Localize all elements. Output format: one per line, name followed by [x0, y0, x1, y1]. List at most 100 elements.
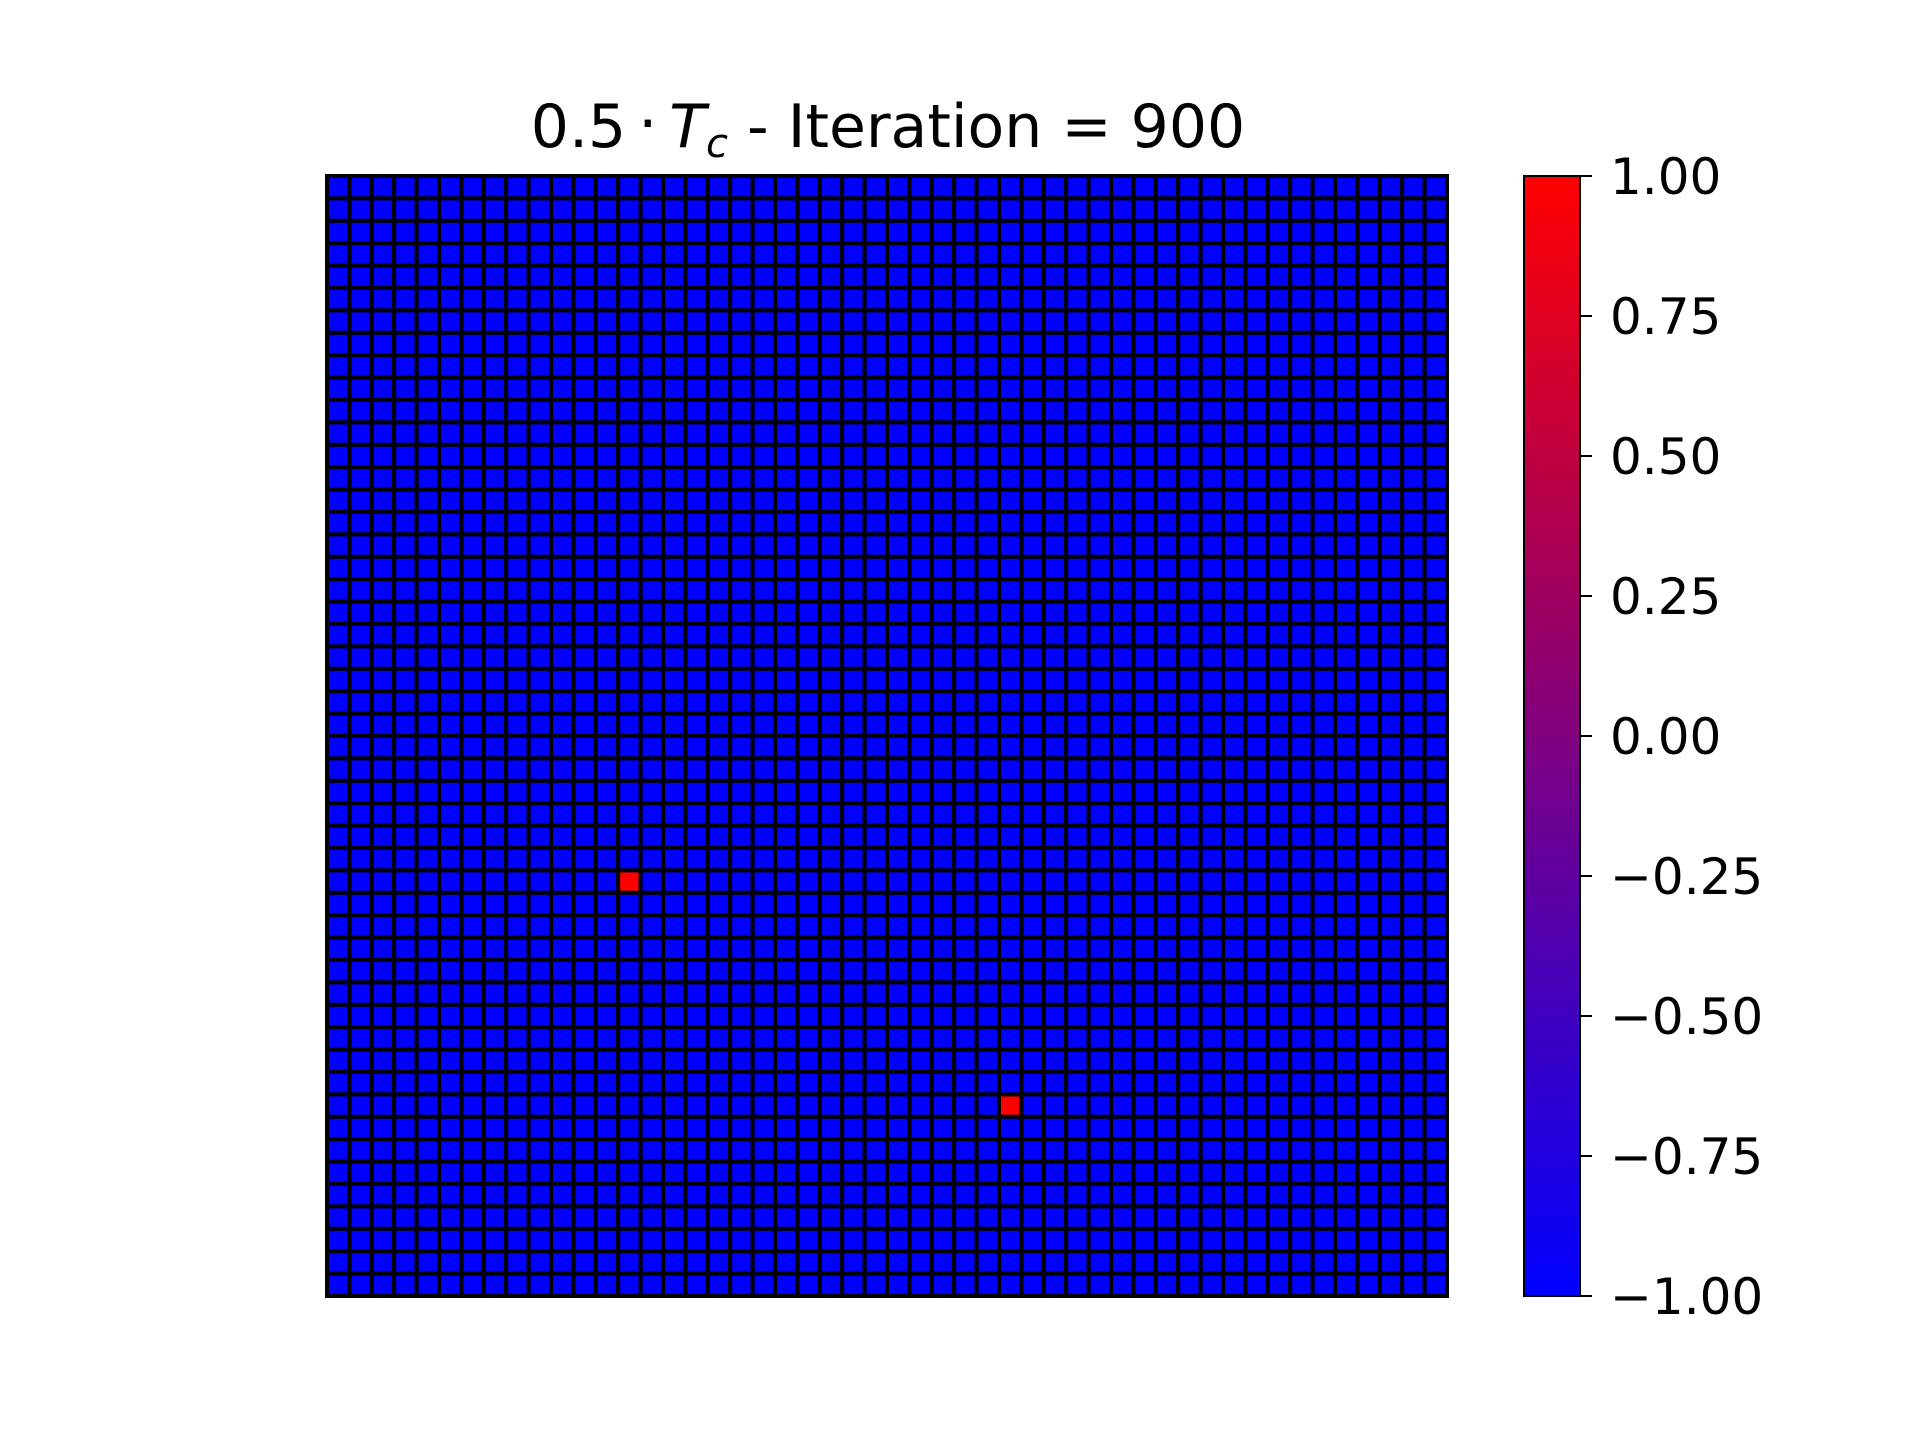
- heatmap-cell: [325, 823, 352, 850]
- heatmap-cell: [862, 330, 889, 358]
- heatmap-cell: [1086, 689, 1113, 716]
- heatmap-cell: [1377, 1070, 1405, 1097]
- heatmap-cell: [481, 1204, 509, 1231]
- heatmap-cell: [1265, 958, 1293, 985]
- heatmap-cell: [1310, 353, 1337, 380]
- heatmap-cell: [997, 890, 1024, 918]
- heatmap-cell: [437, 353, 464, 380]
- heatmap-cell: [1221, 890, 1248, 918]
- heatmap-cell: [1109, 980, 1136, 1007]
- heatmap-cell: [347, 958, 374, 985]
- heatmap-cell: [1422, 846, 1449, 873]
- heatmap-cell: [571, 689, 598, 716]
- heatmap-cell: [907, 1271, 934, 1298]
- heatmap-cell: [1109, 398, 1136, 425]
- heatmap-cell: [907, 1249, 934, 1276]
- heatmap-cell: [1109, 958, 1136, 985]
- heatmap-cell: [369, 286, 397, 313]
- heatmap-cell: [1176, 868, 1203, 895]
- heatmap-cell: [1243, 711, 1270, 738]
- heatmap-cell: [571, 1204, 598, 1231]
- heatmap-cell: [392, 465, 419, 492]
- heatmap-cell: [1333, 622, 1360, 649]
- heatmap-cell: [1198, 823, 1225, 850]
- heatmap-cell: [1131, 734, 1158, 761]
- heatmap-cell: [1041, 599, 1069, 626]
- heatmap-cell: [795, 958, 822, 985]
- heatmap-cell: [907, 1114, 934, 1142]
- heatmap-cell: [1243, 218, 1270, 246]
- heatmap-cell: [840, 980, 867, 1007]
- heatmap-cell: [1086, 330, 1113, 358]
- heatmap-cell: [481, 442, 509, 470]
- heatmap-cell: [1310, 375, 1337, 403]
- heatmap-cell: [1064, 532, 1091, 559]
- heatmap-cell: [1153, 1182, 1181, 1209]
- heatmap-cell: [549, 420, 576, 447]
- heatmap-cell: [1288, 1137, 1315, 1164]
- heatmap-cell: [392, 218, 419, 246]
- heatmap-cell: [1176, 510, 1203, 537]
- heatmap-cell: [862, 487, 889, 515]
- heatmap-cell: [974, 241, 1001, 268]
- heatmap-cell: [549, 465, 576, 492]
- heatmap-cell: [997, 599, 1024, 626]
- heatmap-cell: [437, 711, 464, 738]
- heatmap-cell: [952, 1137, 979, 1164]
- heatmap-cell: [1086, 241, 1113, 268]
- heatmap-cell: [392, 734, 419, 761]
- heatmap-cell: [638, 1070, 665, 1097]
- heatmap-cell: [1333, 286, 1360, 313]
- heatmap-cell: [504, 980, 531, 1007]
- heatmap-cell: [1176, 801, 1203, 828]
- heatmap-cell: [1198, 487, 1225, 515]
- heatmap-cell: [1355, 465, 1382, 492]
- heatmap-cell: [638, 263, 665, 291]
- heatmap-cell: [1422, 1182, 1449, 1209]
- heatmap-cell: [1064, 711, 1091, 738]
- heatmap-cell: [952, 174, 979, 201]
- heatmap-cell: [571, 308, 598, 335]
- heatmap-cell: [1422, 1070, 1449, 1097]
- heatmap-cell: [638, 778, 665, 806]
- heatmap-cell: [1221, 1182, 1248, 1209]
- heatmap-cell: [325, 935, 352, 962]
- heatmap-cell: [504, 510, 531, 537]
- heatmap-cell: [616, 756, 643, 783]
- heatmap-cell: [773, 465, 800, 492]
- heatmap-cell: [414, 1047, 442, 1074]
- heatmap-cell: [728, 890, 755, 918]
- heatmap-cell: [1153, 330, 1181, 358]
- heatmap-cell: [392, 1249, 419, 1276]
- heatmap-cell: [929, 823, 957, 850]
- heatmap-cell: [459, 1070, 486, 1097]
- heatmap-cell: [885, 286, 912, 313]
- colorbar: 1.000.750.500.250.00−0.25−0.50−0.75−1.00: [1523, 148, 1763, 1326]
- heatmap-cell: [773, 734, 800, 761]
- heatmap-cell: [414, 330, 442, 358]
- heatmap-cell: [1355, 622, 1382, 649]
- heatmap-cell: [840, 1092, 867, 1119]
- heatmap-cell: [1265, 174, 1293, 201]
- heatmap-cell: [1086, 554, 1113, 582]
- heatmap-cell: [1265, 1092, 1293, 1119]
- heatmap-cell: [526, 711, 553, 738]
- heatmap-cell: [1041, 510, 1069, 537]
- heatmap-cell: [929, 756, 957, 783]
- heatmap-cell: [661, 577, 688, 604]
- heatmap-cell: [1109, 465, 1136, 492]
- heatmap-cell: [750, 913, 777, 940]
- heatmap-cell: [1265, 330, 1293, 358]
- heatmap-cell: [1221, 823, 1248, 850]
- heatmap-cell: [1422, 980, 1449, 1007]
- heatmap-cell: [1265, 868, 1293, 895]
- heatmap-cell: [1019, 1025, 1046, 1052]
- heatmap-cell: [1064, 1204, 1091, 1231]
- heatmap-cell: [347, 241, 374, 268]
- heatmap-cell: [1086, 510, 1113, 537]
- heatmap-cell: [1041, 823, 1069, 850]
- heatmap-cell: [1377, 890, 1405, 918]
- heatmap-cell: [750, 174, 777, 201]
- heatmap-cell: [1198, 398, 1225, 425]
- heatmap-cell: [347, 487, 374, 515]
